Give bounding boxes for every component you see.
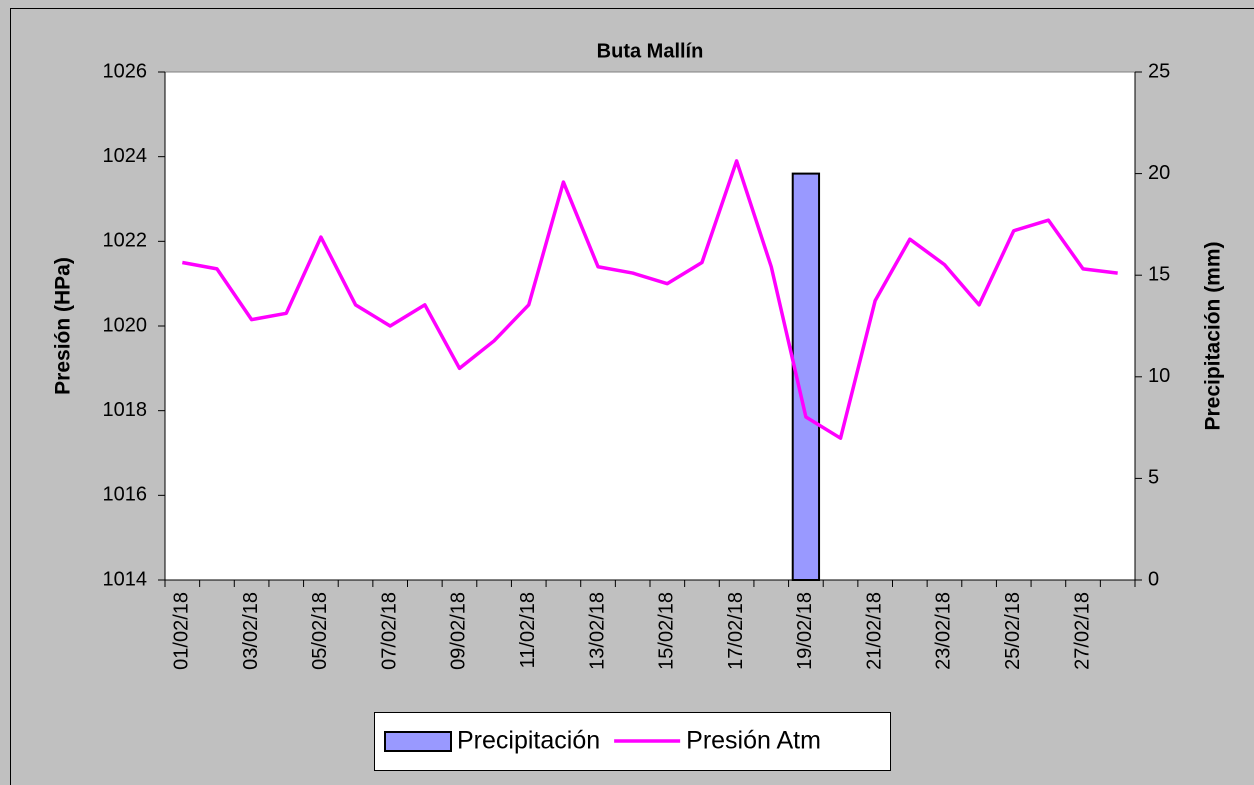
x-tick-label: 15/02/18 xyxy=(656,592,678,670)
line xyxy=(182,159,1118,440)
chart-title: Buta Mallín xyxy=(597,40,704,62)
x-tick-label: 19/02/18 xyxy=(794,592,816,670)
y2-tick-label: 25 xyxy=(1148,60,1170,82)
y2-tick-label: 5 xyxy=(1148,467,1159,489)
x-tick-label: 25/02/18 xyxy=(1002,592,1024,670)
x-tick-label: 17/02/18 xyxy=(725,592,747,670)
x-tick-label: 03/02/18 xyxy=(240,592,262,670)
y-tick-label: 1026 xyxy=(103,60,148,82)
y2-tick-label: 10 xyxy=(1148,365,1170,387)
x-tick-label: 07/02/18 xyxy=(378,592,400,670)
x-tick-label: 05/02/18 xyxy=(309,592,331,670)
y-axis-title: Presión (HPa) xyxy=(52,257,75,395)
legend-label: Presión Atm xyxy=(686,727,821,755)
y2-tick-label: 0 xyxy=(1148,568,1159,590)
x-tick-label: 11/02/18 xyxy=(517,592,539,668)
legend-swatch xyxy=(384,731,452,752)
x-tick-label: 21/02/18 xyxy=(863,592,885,670)
y-tick-label: 1014 xyxy=(103,568,148,590)
frame xyxy=(10,8,1254,785)
x-tick-label: 13/02/18 xyxy=(586,592,608,670)
y2-tick-label: 15 xyxy=(1148,263,1170,285)
y-tick-label: 1022 xyxy=(103,230,148,252)
x-tick-label: 01/02/18 xyxy=(171,592,193,670)
x-tick-label: 23/02/18 xyxy=(933,592,955,670)
x-tick-label: 27/02/18 xyxy=(1071,592,1093,670)
y2-tick-label: 20 xyxy=(1148,162,1170,184)
y-tick-label: 1018 xyxy=(103,399,148,421)
y-tick-label: 1020 xyxy=(103,314,148,336)
y-tick-label: 1016 xyxy=(103,484,148,506)
plot-area xyxy=(164,71,1136,581)
y2-axis-title: Precipitación (mm) xyxy=(1202,241,1225,430)
x-tick-label: 09/02/18 xyxy=(448,592,470,670)
legend-label: Precipitación xyxy=(457,727,600,755)
y-tick-label: 1024 xyxy=(103,145,148,167)
